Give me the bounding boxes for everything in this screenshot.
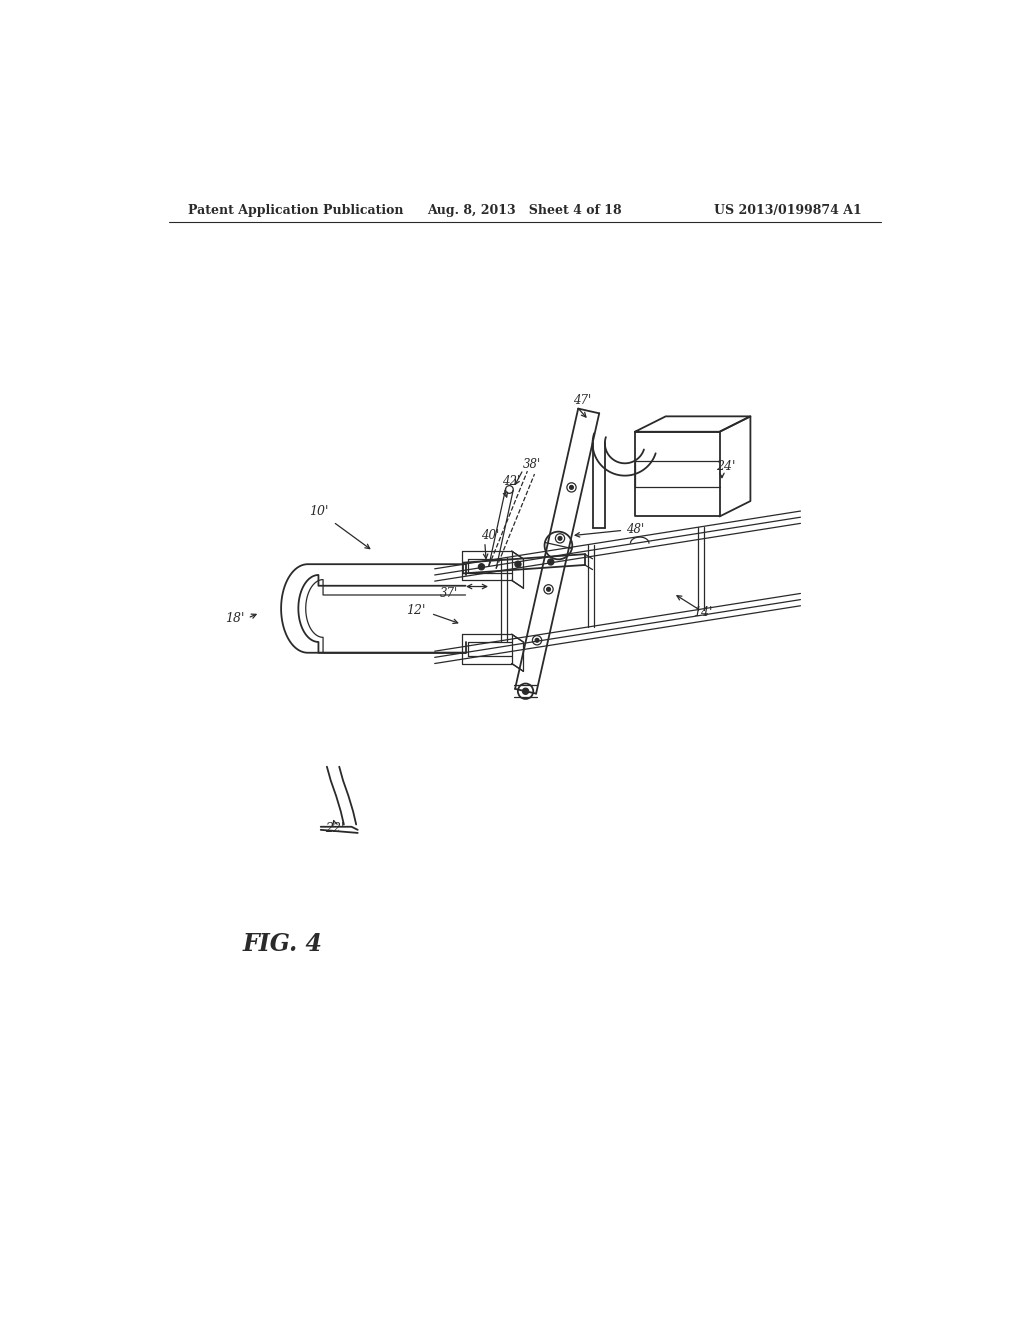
Text: 10': 10' xyxy=(309,504,329,517)
Circle shape xyxy=(515,561,521,568)
Text: Patent Application Publication: Patent Application Publication xyxy=(188,205,403,218)
Text: 37': 37' xyxy=(439,587,458,601)
Text: 14': 14' xyxy=(692,606,712,619)
Text: 40': 40' xyxy=(481,529,499,543)
Text: 12': 12' xyxy=(406,603,425,616)
Circle shape xyxy=(478,564,484,570)
Text: Aug. 8, 2013   Sheet 4 of 18: Aug. 8, 2013 Sheet 4 of 18 xyxy=(427,205,623,218)
Circle shape xyxy=(522,688,528,694)
Text: 24': 24' xyxy=(716,459,735,473)
Text: US 2013/0199874 A1: US 2013/0199874 A1 xyxy=(715,205,862,218)
Circle shape xyxy=(569,486,573,490)
Text: 47': 47' xyxy=(572,395,591,408)
Circle shape xyxy=(548,558,554,565)
Text: 48': 48' xyxy=(626,523,644,536)
Text: FIG. 4: FIG. 4 xyxy=(243,932,323,956)
Circle shape xyxy=(547,587,551,591)
Circle shape xyxy=(536,639,539,643)
Text: 22': 22' xyxy=(325,822,344,834)
Text: 42': 42' xyxy=(502,475,520,488)
Circle shape xyxy=(558,536,562,540)
Text: 18': 18' xyxy=(225,612,245,626)
Text: 38': 38' xyxy=(523,458,542,471)
